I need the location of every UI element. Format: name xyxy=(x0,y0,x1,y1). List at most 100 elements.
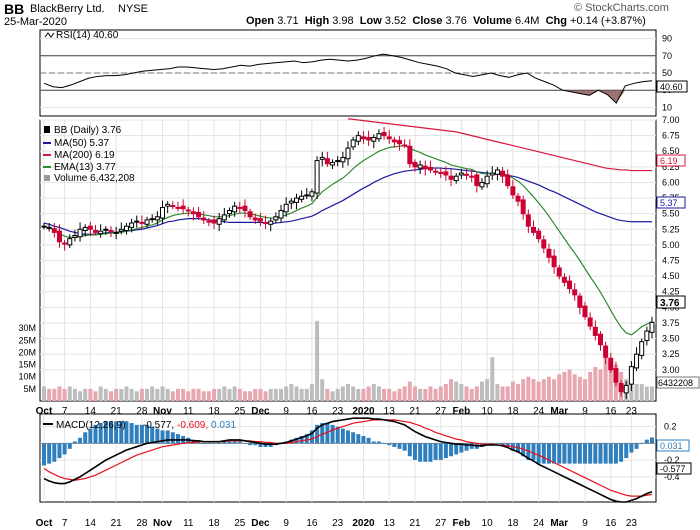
macd-histogram-bar xyxy=(232,441,237,444)
volume-bar xyxy=(593,367,598,401)
macd-histogram-bar xyxy=(423,443,428,462)
price-legend: BB (Daily) 3.76 MA(50) 5.37 MA(200) 6.19… xyxy=(43,125,135,184)
volume-bar xyxy=(78,391,83,401)
candle-body xyxy=(309,191,315,197)
ma50-tag-box xyxy=(656,196,686,209)
macd-histogram-bar xyxy=(119,421,124,444)
volume-bar xyxy=(186,391,191,401)
candle-body xyxy=(299,195,305,200)
macd-histogram-bar xyxy=(134,424,139,444)
candle-body xyxy=(108,230,114,233)
macd-histogram-bar xyxy=(634,443,639,449)
volume-bar xyxy=(206,391,211,401)
ma200-legend-text: MA(200) 6.19 xyxy=(54,150,115,161)
candle-body xyxy=(582,305,588,318)
candle-body xyxy=(93,230,99,233)
volume-bar xyxy=(42,386,46,401)
volume-bar xyxy=(577,376,582,401)
macd-histogram-bar xyxy=(428,443,433,462)
volume-bar xyxy=(57,386,62,401)
candle-body xyxy=(221,214,227,221)
macd-x-tick-label: 24 xyxy=(533,518,545,529)
volume-bar xyxy=(155,388,160,401)
price-x-tick-label: 16 xyxy=(306,406,318,417)
macd-histogram-bar xyxy=(531,443,536,460)
candle-body xyxy=(319,156,325,160)
macd-histogram-bar xyxy=(206,443,211,444)
candle-body xyxy=(479,181,485,188)
candle-body xyxy=(500,170,506,177)
bb-legend-swatch xyxy=(44,126,50,133)
candle-body xyxy=(453,175,459,182)
volume-bar xyxy=(598,369,603,401)
price-x-tick-label: 21 xyxy=(111,406,123,417)
macd-histogram-bar xyxy=(464,443,469,451)
price-panel: 7.006.756.506.256.005.755.505.255.004.75… xyxy=(18,115,679,417)
macd-histogram-bar xyxy=(459,443,464,453)
macd-histogram-bar xyxy=(129,423,134,444)
macd-histogram-bar xyxy=(629,443,634,453)
candle-body xyxy=(371,136,377,142)
bb-legend-text: BB (Daily) 3.76 xyxy=(54,125,122,136)
candle-body xyxy=(597,333,603,346)
macd-histogram-bar xyxy=(351,432,356,444)
macd-x-tick-label: 7 xyxy=(62,518,68,529)
macd-histogram-bar xyxy=(593,443,598,464)
macd-x-tick-label: 16 xyxy=(605,518,617,529)
macd-histogram-bar xyxy=(392,443,397,448)
volume-tick-label: 20M xyxy=(18,347,36,357)
candle-body xyxy=(51,228,57,233)
volume-bar xyxy=(546,376,551,401)
hist-legend-value: 0.031 xyxy=(211,420,236,431)
rsi-tag: 40.60 xyxy=(660,82,683,92)
volume-bar xyxy=(412,386,417,401)
price-tick-label: 3.75 xyxy=(662,318,680,328)
volume-tick-label: 25M xyxy=(18,335,36,345)
price-tick-label: 6.50 xyxy=(662,146,680,156)
price-tick-label: 5.25 xyxy=(662,224,680,234)
macd-histogram-bar xyxy=(505,443,510,448)
volume-bar xyxy=(98,386,103,401)
macd-x-tick-label: Feb xyxy=(452,518,470,529)
rsi-tick-label: 70 xyxy=(662,51,672,61)
exchange-name: NYSE xyxy=(118,3,148,15)
volume-bar xyxy=(191,388,196,401)
candle-body xyxy=(232,205,238,213)
macd-x-tick-label: Mar xyxy=(550,518,568,529)
volume-bar xyxy=(268,388,273,401)
macd-histogram-bar xyxy=(361,435,366,444)
candle-body xyxy=(257,218,263,222)
volume-bar xyxy=(129,388,134,401)
volume-bar xyxy=(361,388,366,401)
volume-bar xyxy=(258,388,263,401)
price-tag-box xyxy=(656,295,686,309)
candle-body xyxy=(175,206,181,209)
candle-body xyxy=(278,210,284,219)
price-x-tick-label: 10 xyxy=(482,406,494,417)
candle-body xyxy=(422,165,428,170)
macd-histogram-bar xyxy=(325,423,330,444)
volume-bar xyxy=(145,388,150,401)
candle-body xyxy=(407,145,413,165)
macd-histogram-bar xyxy=(93,424,98,444)
volume-bar xyxy=(340,386,345,401)
volume-bar xyxy=(490,357,495,401)
candle-body xyxy=(123,225,129,232)
close-label: Close xyxy=(412,15,443,27)
macd-histogram-bar xyxy=(567,443,572,464)
candle-body xyxy=(216,218,222,225)
candle-body xyxy=(536,230,542,240)
volume-bar xyxy=(227,388,232,401)
price-tick-label: 7.00 xyxy=(662,115,680,125)
company-name: BlackBerry Ltd. xyxy=(30,3,105,15)
macd-histogram-bar xyxy=(253,443,258,446)
macd-x-tick-label: Nov xyxy=(153,518,172,529)
volume-bar xyxy=(83,388,88,401)
candle-body xyxy=(510,186,516,196)
candle-body xyxy=(623,384,629,394)
ticker-symbol: BB xyxy=(4,1,25,17)
ma200-tag: 6.19 xyxy=(660,156,678,166)
candle-body xyxy=(438,171,444,174)
macd-histogram-bar xyxy=(495,443,500,444)
volume-bar xyxy=(124,386,129,401)
